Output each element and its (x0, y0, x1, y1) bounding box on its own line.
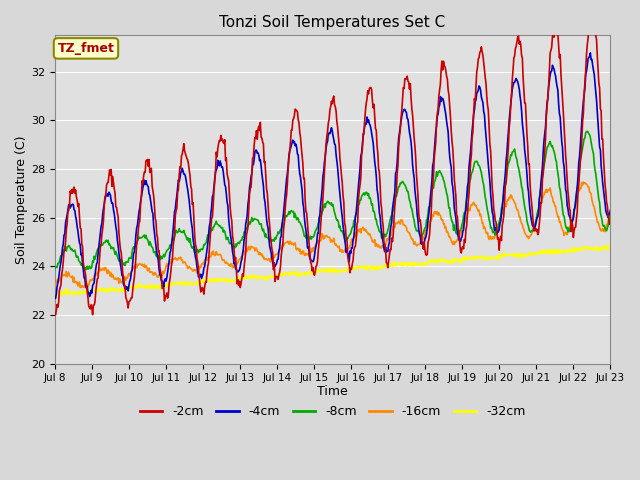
Y-axis label: Soil Temperature (C): Soil Temperature (C) (15, 135, 28, 264)
X-axis label: Time: Time (317, 385, 348, 398)
-8cm (119, 261, 127, 267)
-2cm (417, 225, 425, 230)
-32cm (51, 294, 59, 300)
-16cm (607, 208, 614, 214)
-4cm (175, 179, 183, 184)
-2cm (205, 260, 212, 266)
-2cm (119, 271, 127, 276)
-4cm (119, 274, 127, 279)
-32cm (400, 260, 408, 265)
-16cm (175, 255, 183, 261)
-16cm (51, 284, 59, 290)
-8cm (584, 128, 591, 134)
-2cm (401, 76, 409, 82)
-2cm (51, 311, 59, 316)
-32cm (61, 289, 68, 295)
Legend: -2cm, -4cm, -8cm, -16cm, -32cm: -2cm, -4cm, -8cm, -16cm, -32cm (134, 400, 531, 423)
-16cm (76, 285, 84, 290)
-2cm (52, 312, 60, 318)
-4cm (417, 241, 425, 247)
-4cm (401, 107, 409, 112)
-2cm (61, 239, 69, 245)
-8cm (61, 243, 68, 249)
Line: -8cm: -8cm (55, 131, 611, 269)
-4cm (51, 294, 59, 300)
-4cm (586, 50, 594, 56)
-8cm (51, 266, 59, 272)
Line: -4cm: -4cm (55, 53, 611, 299)
-8cm (607, 210, 614, 216)
-8cm (205, 235, 212, 240)
-16cm (417, 237, 425, 243)
Title: Tonzi Soil Temperatures Set C: Tonzi Soil Temperatures Set C (220, 15, 445, 30)
-16cm (205, 253, 212, 259)
-16cm (119, 278, 127, 284)
Line: -16cm: -16cm (55, 182, 611, 288)
-16cm (401, 223, 409, 228)
Line: -2cm: -2cm (55, 12, 611, 315)
-8cm (417, 235, 425, 241)
-2cm (175, 172, 183, 178)
Text: TZ_fmet: TZ_fmet (58, 42, 115, 55)
-8cm (175, 226, 183, 231)
-32cm (417, 261, 424, 267)
-8cm (401, 182, 409, 188)
-2cm (588, 10, 595, 15)
-32cm (607, 244, 614, 250)
-16cm (580, 179, 588, 185)
-32cm (204, 277, 212, 283)
-4cm (607, 207, 614, 213)
-32cm (601, 243, 609, 249)
-32cm (175, 279, 182, 285)
-8cm (83, 266, 90, 272)
Line: -32cm: -32cm (55, 246, 611, 297)
-16cm (61, 272, 68, 277)
-2cm (607, 221, 614, 227)
-4cm (61, 220, 69, 226)
-4cm (205, 233, 212, 239)
-4cm (52, 296, 60, 301)
-32cm (118, 287, 126, 293)
